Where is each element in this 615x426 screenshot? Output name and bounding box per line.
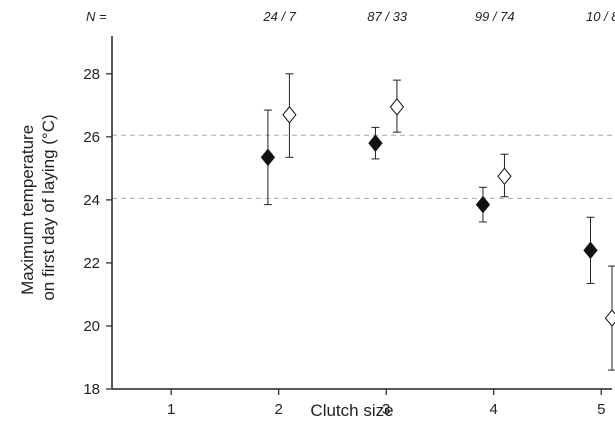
y-axis-title: Maximum temperature on first day of layi… xyxy=(18,114,58,300)
y-axis-title-line-2: on first day of laying (°C) xyxy=(39,114,58,300)
open-diamond-point xyxy=(282,73,297,158)
y-tick-label: 18 xyxy=(83,381,100,398)
open-diamond-point xyxy=(604,265,615,371)
filled-diamond-point xyxy=(475,186,491,223)
open-diamond-point xyxy=(389,79,405,133)
n-label: 10 / 8 xyxy=(586,9,615,24)
open-diamond-marker xyxy=(389,98,405,116)
n-label: 99 / 74 xyxy=(475,9,515,24)
filled-diamond-point xyxy=(368,126,383,160)
reference-lines xyxy=(112,134,612,199)
y-axis-title-line-1: Maximum temperature xyxy=(18,125,37,295)
filled-diamond-point xyxy=(260,109,276,206)
x-ticks: 1 2 3 4 5 xyxy=(167,389,605,418)
data-points xyxy=(260,73,615,371)
x-tick-label: 5 xyxy=(597,401,605,418)
y-tick-label: 20 xyxy=(83,318,100,335)
x-axis-title: Clutch size xyxy=(310,401,393,420)
open-diamond-marker xyxy=(604,309,615,327)
filled-diamond-marker xyxy=(368,134,383,152)
filled-diamond-marker xyxy=(583,241,598,260)
y-tick-label: 26 xyxy=(83,129,100,146)
open-diamond-marker xyxy=(497,167,512,186)
y-tick-label: 28 xyxy=(83,66,100,83)
filled-diamond-point xyxy=(583,216,598,284)
y-tick-label: 24 xyxy=(83,192,100,209)
y-ticks: 18 20 22 24 26 28 xyxy=(83,66,112,398)
n-label: 87 / 33 xyxy=(367,9,408,24)
y-tick-label: 22 xyxy=(83,255,100,272)
n-label: 24 / 7 xyxy=(262,9,296,24)
sample-size-row: N = 24 / 7 87 / 33 99 / 74 10 / 8 xyxy=(86,9,615,24)
x-tick-label: 2 xyxy=(274,401,282,418)
axes xyxy=(111,36,612,390)
x-tick-label: 1 xyxy=(167,401,175,418)
x-tick-label: 4 xyxy=(490,401,498,418)
x-tick-label: 3 xyxy=(382,401,390,418)
filled-diamond-marker xyxy=(475,195,491,214)
n-prefix-label: N = xyxy=(86,9,107,24)
filled-diamond-marker xyxy=(260,148,276,167)
open-diamond-marker xyxy=(282,106,297,124)
open-diamond-point xyxy=(497,153,512,198)
